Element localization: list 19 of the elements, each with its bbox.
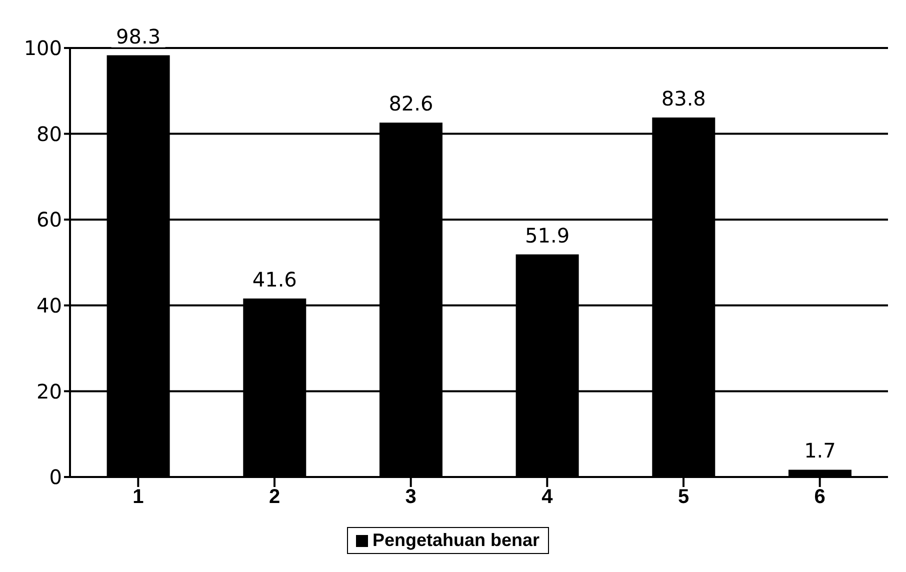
x-tick-label: 5 — [678, 486, 690, 508]
x-tick-label: 6 — [814, 486, 826, 508]
data-label: 98.3 — [116, 24, 161, 48]
x-tick-label: 3 — [405, 486, 416, 508]
data-label: 41.6 — [252, 268, 297, 292]
data-label: 51.9 — [525, 223, 570, 248]
y-tick-label: 40 — [36, 294, 62, 318]
y-tick-label: 60 — [36, 208, 62, 232]
x-tick-label: 2 — [268, 486, 280, 508]
x-tick-label: 4 — [542, 486, 554, 508]
data-label: 1.7 — [804, 438, 836, 463]
legend-label: Pengetahuan benar — [372, 530, 540, 551]
y-tick-label: 0 — [49, 465, 62, 490]
x-tick-label: 1 — [132, 486, 144, 508]
data-label: 83.8 — [661, 86, 706, 110]
y-tick-label: 80 — [36, 122, 62, 146]
data-label: 82.6 — [388, 92, 434, 116]
y-tick-label: 20 — [36, 379, 62, 404]
y-tick-label: 100 — [24, 36, 62, 60]
